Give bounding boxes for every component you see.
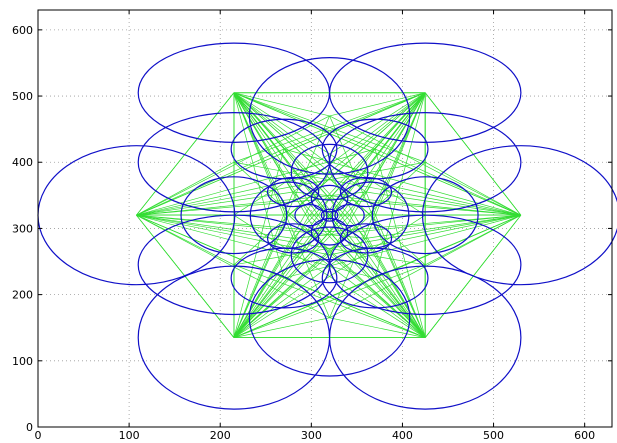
spoke-line	[136, 148, 285, 216]
spoke-line	[136, 161, 426, 216]
ellipse-mark	[267, 223, 320, 254]
spoke-line	[425, 161, 522, 216]
ellipse-mark	[328, 214, 522, 316]
x-tick-label: 500	[483, 429, 504, 442]
spoke-line	[233, 277, 285, 338]
y-tick-label: 600	[12, 24, 33, 37]
spoke-line	[233, 317, 330, 338]
spoke-line	[283, 214, 521, 279]
spoke-line	[233, 161, 521, 216]
ellipse-mark	[248, 57, 411, 175]
y-tick-label: 300	[12, 222, 33, 235]
y-tick-label: 400	[12, 156, 33, 169]
spoke-line	[233, 238, 367, 338]
spoke-line	[329, 317, 426, 338]
spoke-line	[233, 161, 426, 338]
tick-marks	[37, 10, 612, 428]
spoke-line	[374, 148, 522, 216]
spoke-line	[136, 214, 330, 233]
y-axis-tick-labels: 0 100 200 300 400 500 600	[12, 24, 33, 434]
spoke-line	[136, 214, 330, 256]
spoke-line	[292, 238, 426, 338]
spoke-line	[136, 191, 294, 216]
ellipse-mark	[334, 204, 365, 227]
spoke-line	[365, 191, 426, 338]
spoke-line	[233, 215, 310, 338]
ellipse-mark	[310, 217, 349, 246]
ellipse-mark	[290, 226, 369, 284]
spoke-line	[365, 92, 426, 239]
spoke-line	[365, 191, 521, 216]
spoke-line	[136, 214, 294, 239]
ellipse-mark	[339, 223, 393, 254]
x-tick-label: 400	[392, 429, 413, 442]
ellipse-mark	[320, 208, 339, 222]
spoke-line	[309, 92, 426, 216]
x-tick-label: 300	[301, 429, 322, 442]
spoke-line	[329, 92, 426, 117]
spoke-line	[233, 214, 426, 338]
spoke-line	[136, 92, 426, 216]
spoke-line	[233, 191, 294, 338]
ellipse-mark	[294, 204, 325, 227]
spoke-line	[233, 264, 426, 338]
spoke-line	[233, 214, 350, 338]
ellipse-mark	[249, 181, 328, 249]
spoke-line	[233, 148, 285, 338]
spoke-line	[136, 198, 330, 216]
ellipse-mark	[180, 176, 288, 255]
ellipse-series	[37, 42, 617, 410]
spoke-line	[233, 92, 330, 117]
ellipse-mark	[328, 42, 522, 143]
spoke-line	[283, 148, 426, 338]
spoke-line	[365, 214, 521, 239]
spoke-line	[374, 277, 426, 338]
spoke-line	[233, 214, 521, 266]
y-tick-label: 0	[26, 421, 33, 434]
x-axis-tick-labels: 0 100 200 300 400 500 600	[35, 429, 596, 442]
x-tick-label: 0	[35, 429, 42, 442]
x-tick-label: 600	[574, 429, 595, 442]
spoke-line	[136, 171, 330, 216]
spoke-line	[233, 92, 426, 216]
ellipse-mark	[371, 176, 479, 255]
spoke-line	[233, 277, 376, 338]
spoke-line	[233, 92, 294, 239]
spoke-line	[136, 214, 235, 266]
spoke-line	[349, 215, 426, 338]
axes-frame	[37, 9, 613, 428]
ellipse-mark	[328, 265, 522, 410]
ellipse-mark	[339, 176, 393, 208]
spoke-lines	[136, 92, 522, 338]
x-tick-label: 200	[210, 429, 231, 442]
spoke-line	[233, 92, 350, 216]
y-tick-label: 500	[12, 90, 33, 103]
x-tick-label: 100	[119, 429, 140, 442]
ellipse-mark	[328, 111, 522, 213]
spoke-line	[283, 277, 426, 338]
spoke-line	[136, 161, 235, 216]
spoke-line	[233, 148, 376, 338]
spoke-line	[283, 148, 521, 216]
ellipse-mark	[310, 184, 349, 213]
ellipse-mark	[267, 176, 320, 208]
ellipse-mark	[290, 143, 369, 201]
y-tick-label: 200	[12, 289, 33, 302]
spoke-line	[309, 214, 426, 338]
spoke-line	[374, 148, 426, 338]
y-tick-label: 100	[12, 355, 33, 368]
ellipse-mark	[331, 181, 410, 249]
spoke-line	[329, 115, 426, 338]
